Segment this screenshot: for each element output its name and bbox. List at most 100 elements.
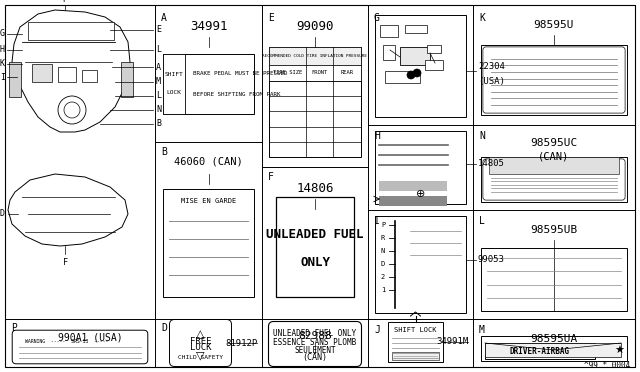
Text: A: A (156, 62, 161, 71)
Text: L: L (156, 92, 161, 100)
Text: ⊕: ⊕ (416, 189, 425, 199)
Bar (485, 343, 621, 357)
Text: M: M (479, 325, 485, 335)
Text: SHIFT LOCK: SHIFT LOCK (394, 327, 436, 333)
Text: △: △ (196, 329, 205, 339)
Text: E: E (268, 13, 274, 23)
Text: D: D (381, 261, 385, 267)
Text: DRIVER-AIRBAG: DRIVER-AIRBAG (509, 346, 570, 356)
Text: K: K (0, 60, 5, 68)
Text: (CAN): (CAN) (303, 353, 328, 362)
Text: P: P (381, 222, 385, 228)
Text: K: K (479, 13, 485, 23)
Polygon shape (8, 174, 128, 246)
Text: REAR: REAR (340, 71, 354, 76)
FancyBboxPatch shape (269, 321, 362, 366)
Bar (9, 62, 21, 97)
Text: I: I (374, 216, 380, 226)
Bar (58, 67, 76, 82)
Text: 99090: 99090 (296, 20, 333, 33)
Text: 82988: 82988 (298, 331, 332, 341)
Bar (163, 54, 185, 114)
Text: 14805: 14805 (478, 159, 505, 169)
Text: 81912P: 81912P (226, 339, 258, 347)
Polygon shape (12, 10, 130, 132)
Bar (28, 22, 114, 40)
Text: G: G (374, 13, 380, 23)
Text: 1: 1 (381, 287, 385, 293)
Text: 990A1 (USA): 990A1 (USA) (58, 333, 122, 343)
FancyBboxPatch shape (12, 330, 148, 364)
Text: (CAN): (CAN) (538, 152, 570, 162)
Circle shape (58, 96, 86, 124)
Text: I: I (0, 73, 5, 81)
Text: H: H (374, 131, 380, 141)
Text: L: L (156, 45, 161, 55)
Bar (269, 47, 361, 65)
FancyBboxPatch shape (170, 320, 232, 366)
Bar (385, 71, 420, 83)
Text: A: A (161, 13, 167, 23)
Bar (489, 157, 619, 174)
Circle shape (64, 102, 80, 118)
Text: N: N (381, 248, 385, 254)
FancyBboxPatch shape (483, 159, 625, 200)
Text: P: P (11, 323, 17, 333)
Bar (485, 343, 595, 359)
Text: L: L (479, 216, 485, 226)
Text: FREE: FREE (189, 337, 211, 346)
Text: 98595UC: 98595UC (531, 138, 578, 148)
Text: WARNING  -----  SRS-13  -----: WARNING ----- SRS-13 ----- (25, 339, 108, 344)
Text: 2: 2 (381, 274, 385, 280)
Text: MISE EN GARDE: MISE EN GARDE (181, 198, 236, 204)
Text: (USA): (USA) (478, 77, 505, 86)
Text: BRAKE PEDAL MUST BE PRESSED: BRAKE PEDAL MUST BE PRESSED (193, 71, 287, 76)
Bar (121, 62, 133, 97)
Bar (380, 25, 398, 37)
Text: 98595U: 98595U (534, 20, 574, 30)
Circle shape (413, 69, 421, 77)
Text: R: R (381, 235, 385, 241)
Bar (379, 196, 447, 206)
Text: 22304: 22304 (478, 62, 505, 71)
Text: TIRE SIZE: TIRE SIZE (273, 71, 302, 76)
Bar (392, 352, 439, 360)
Text: LOCK: LOCK (189, 343, 211, 352)
Text: 98595UA: 98595UA (531, 334, 578, 344)
Bar (481, 248, 627, 311)
Text: LOCK: LOCK (166, 90, 182, 96)
Text: B: B (161, 147, 167, 157)
Text: FRONT: FRONT (312, 71, 328, 76)
Text: ESSENCE SANS PLOMB: ESSENCE SANS PLOMB (273, 338, 356, 347)
Bar (375, 15, 466, 117)
Bar (163, 54, 254, 114)
Text: D: D (0, 209, 5, 218)
Bar (481, 336, 627, 361)
Bar (481, 45, 627, 115)
Text: RECOMMENDED COLD TIRE INFLATION PRESSURE: RECOMMENDED COLD TIRE INFLATION PRESSURE (262, 54, 367, 58)
Text: B: B (156, 119, 161, 128)
Text: N: N (156, 106, 161, 115)
Text: 34991: 34991 (189, 20, 227, 33)
Text: CHILD SAFETY: CHILD SAFETY (178, 355, 223, 360)
Text: ▽: ▽ (196, 351, 205, 361)
Bar (276, 197, 354, 297)
Bar (425, 60, 443, 70)
Circle shape (407, 71, 415, 79)
Bar (383, 45, 395, 60)
Text: 34991M: 34991M (436, 337, 469, 346)
Bar (379, 181, 447, 191)
Bar (405, 25, 427, 33)
Text: H: H (0, 45, 5, 55)
Bar (269, 65, 361, 81)
Bar (82, 70, 97, 82)
Text: D: D (161, 323, 167, 333)
Bar (269, 47, 361, 157)
Text: F: F (63, 258, 67, 267)
Text: 98595UB: 98595UB (531, 225, 578, 235)
Text: UNLEADED FUEL ONLY: UNLEADED FUEL ONLY (273, 329, 356, 338)
FancyBboxPatch shape (483, 47, 625, 113)
Text: 46060 (CAN): 46060 (CAN) (174, 157, 243, 167)
Text: SEULEMENT: SEULEMENT (294, 346, 336, 355)
Text: ONLY: ONLY (300, 256, 330, 269)
